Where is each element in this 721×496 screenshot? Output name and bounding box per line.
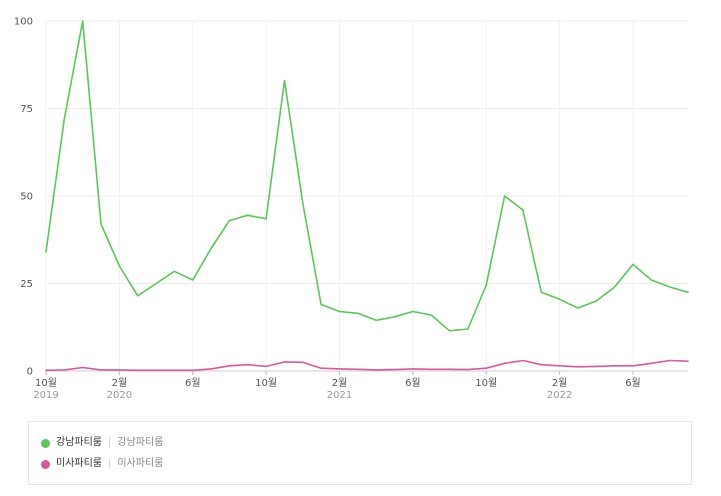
x-tick-label: 6월	[185, 377, 201, 389]
legend-item-gangnam[interactable]: 강남파티룸 | 강남파티룸	[41, 437, 163, 449]
x-tick-label: 6월	[625, 377, 641, 389]
legend-dot-misa	[41, 459, 50, 469]
y-tick-label: 25	[20, 279, 33, 290]
x-year-label: 2019	[33, 390, 58, 401]
series-line-2	[45, 359, 689, 372]
legend-label: 미사파티룸	[56, 458, 102, 469]
line-chart: 0 25 50 75 100 10월 2019 2월 2020 6월 10월 2월 2021 6월 10월 2…	[14, 17, 689, 401]
series-line-1	[45, 20, 689, 332]
legend-label: 강남파티룸	[56, 437, 102, 448]
y-tick-label: 100	[14, 17, 33, 28]
legend-dot-gangnam	[41, 438, 50, 448]
x-tick-label: 2월	[332, 377, 348, 389]
x-tick-label: 6월	[405, 377, 421, 389]
legend-item-misa[interactable]: 미사파티룸 | 미사파티룸	[41, 458, 163, 470]
legend: 강남파티룸 | 강남파티룸 미사파티룸 | 미사파티룸	[28, 421, 692, 485]
legend-sublabel: 미사파티룸	[117, 458, 164, 469]
x-tick-label: 10월	[35, 377, 57, 389]
x-tick-label: 10월	[475, 377, 497, 389]
x-year-label: 2022	[547, 390, 572, 401]
y-tick-label: 75	[20, 104, 33, 115]
y-tick-label: 50	[20, 192, 33, 203]
y-tick-label: 0	[27, 367, 33, 378]
x-tick-label: 10월	[255, 377, 277, 389]
legend-separator: |	[108, 458, 112, 469]
x-tick-label: 2월	[112, 377, 128, 389]
x-tick-label: 2월	[552, 377, 568, 389]
legend-sublabel: 강남파티룸	[117, 437, 164, 448]
legend-separator: |	[108, 437, 112, 448]
x-year-label: 2021	[327, 390, 352, 401]
x-year-label: 2020	[107, 390, 132, 401]
